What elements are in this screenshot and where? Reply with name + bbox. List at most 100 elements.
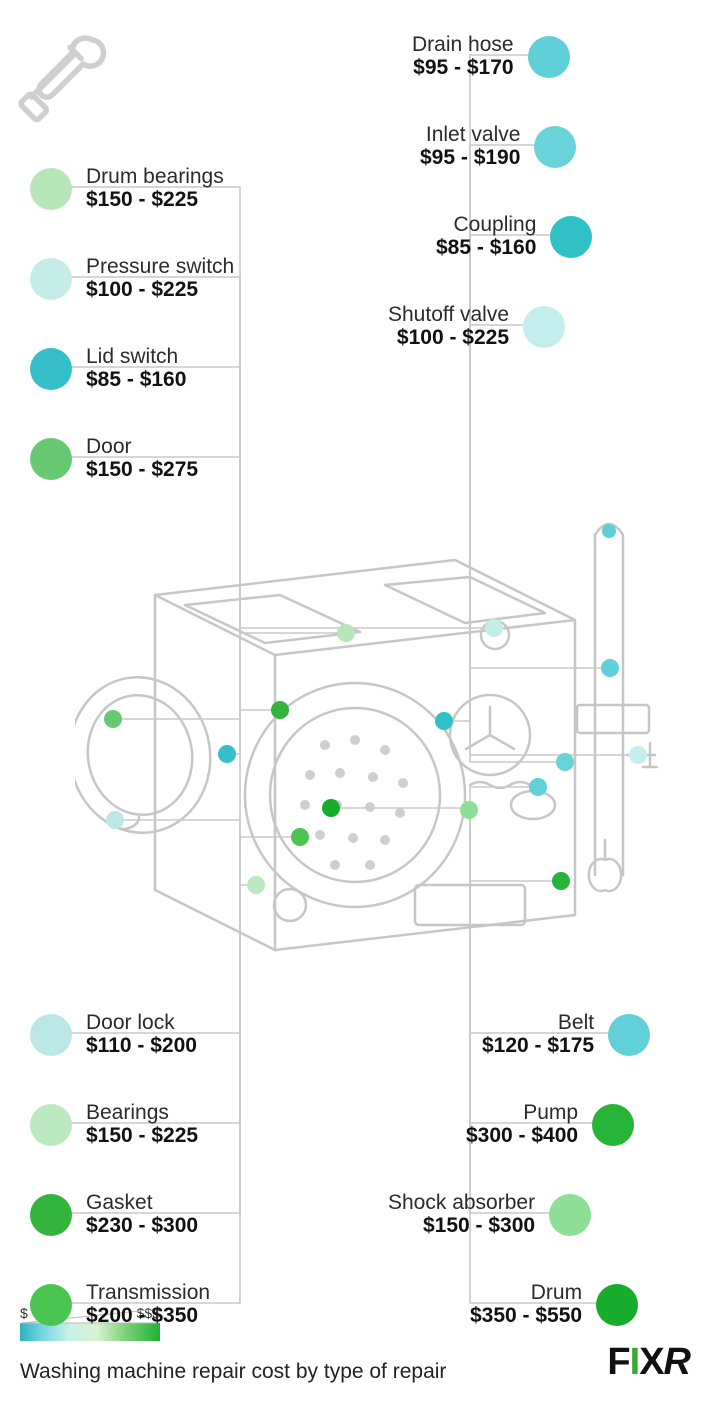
item-text: Belt$120 - $175 bbox=[482, 1012, 594, 1057]
page-title: Washing machine repair cost by type of r… bbox=[20, 1360, 446, 1384]
item-text: Bearings$150 - $225 bbox=[86, 1102, 198, 1147]
item-text: Shutoff valve$100 - $225 bbox=[388, 304, 509, 349]
fixr-logo: FIXR bbox=[607, 1341, 690, 1384]
dot-pump bbox=[592, 1104, 634, 1146]
item-label: Drain hose bbox=[412, 34, 514, 56]
marker-drain-hose bbox=[601, 659, 619, 677]
marker-bearings bbox=[247, 876, 265, 894]
item-bearings: Bearings$150 - $225 bbox=[30, 1102, 198, 1147]
item-text: Gasket$230 - $300 bbox=[86, 1192, 198, 1237]
item-inlet-valve: Inlet valve$95 - $190 bbox=[420, 124, 576, 169]
item-door: Door$150 - $275 bbox=[30, 436, 198, 481]
marker-inlet-valve bbox=[556, 753, 574, 771]
marker-extra-0 bbox=[602, 524, 616, 538]
item-price: $85 - $160 bbox=[86, 369, 186, 391]
item-label: Shock absorber bbox=[388, 1192, 535, 1214]
item-label: Door lock bbox=[86, 1012, 197, 1034]
item-text: Drum$350 - $550 bbox=[470, 1282, 582, 1327]
item-label: Belt bbox=[482, 1012, 594, 1034]
item-text: Pressure switch$100 - $225 bbox=[86, 256, 234, 301]
dot-transmission bbox=[30, 1284, 72, 1326]
dot-lid-switch bbox=[30, 348, 72, 390]
item-text: Coupling$85 - $160 bbox=[436, 214, 536, 259]
dot-gasket bbox=[30, 1194, 72, 1236]
marker-lid-switch bbox=[218, 745, 236, 763]
item-text: Inlet valve$95 - $190 bbox=[420, 124, 520, 169]
marker-door bbox=[104, 710, 122, 728]
marker-pressure-switch bbox=[485, 619, 503, 637]
item-price: $120 - $175 bbox=[482, 1035, 594, 1057]
item-price: $110 - $200 bbox=[86, 1035, 197, 1057]
dot-door-lock bbox=[30, 1014, 72, 1056]
item-price: $150 - $225 bbox=[86, 189, 224, 211]
item-belt: Belt$120 - $175 bbox=[482, 1012, 650, 1057]
item-shutoff-valve: Shutoff valve$100 - $225 bbox=[388, 304, 565, 349]
item-price: $230 - $300 bbox=[86, 1215, 198, 1237]
item-pressure-switch: Pressure switch$100 - $225 bbox=[30, 256, 234, 301]
item-price: $95 - $190 bbox=[420, 147, 520, 169]
washing-machine-illustration bbox=[75, 505, 665, 980]
marker-shock-absorber bbox=[460, 801, 478, 819]
dot-door bbox=[30, 438, 72, 480]
item-drum: Drum$350 - $550 bbox=[470, 1282, 638, 1327]
item-label: Inlet valve bbox=[420, 124, 520, 146]
dot-drum-bearings bbox=[30, 168, 72, 210]
item-label: Pump bbox=[466, 1102, 578, 1124]
item-label: Coupling bbox=[436, 214, 536, 236]
item-label: Lid switch bbox=[86, 346, 186, 368]
dot-bearings bbox=[30, 1104, 72, 1146]
dot-pressure-switch bbox=[30, 258, 72, 300]
marker-coupling bbox=[435, 712, 453, 730]
dot-shutoff-valve bbox=[523, 306, 565, 348]
item-text: Transmission$200 - $350 bbox=[86, 1282, 210, 1327]
item-transmission: Transmission$200 - $350 bbox=[30, 1282, 210, 1327]
item-price: $95 - $170 bbox=[412, 57, 514, 79]
dot-coupling bbox=[550, 216, 592, 258]
dot-shock-absorber bbox=[549, 1194, 591, 1236]
item-gasket: Gasket$230 - $300 bbox=[30, 1192, 198, 1237]
item-price: $150 - $275 bbox=[86, 459, 198, 481]
marker-gasket bbox=[271, 701, 289, 719]
marker-belt bbox=[529, 778, 547, 796]
item-pump: Pump$300 - $400 bbox=[466, 1102, 634, 1147]
item-coupling: Coupling$85 - $160 bbox=[436, 214, 592, 259]
tools-icon bbox=[15, 20, 125, 130]
item-shock-absorber: Shock absorber$150 - $300 bbox=[388, 1192, 591, 1237]
item-text: Door$150 - $275 bbox=[86, 436, 198, 481]
item-text: Door lock$110 - $200 bbox=[86, 1012, 197, 1057]
marker-shutoff-valve bbox=[629, 746, 647, 764]
item-price: $300 - $400 bbox=[466, 1125, 578, 1147]
item-price: $150 - $225 bbox=[86, 1125, 198, 1147]
item-label: Transmission bbox=[86, 1282, 210, 1304]
item-label: Bearings bbox=[86, 1102, 198, 1124]
item-lid-switch: Lid switch$85 - $160 bbox=[30, 346, 186, 391]
item-door-lock: Door lock$110 - $200 bbox=[30, 1012, 197, 1057]
item-label: Drum bbox=[470, 1282, 582, 1304]
item-price: $350 - $550 bbox=[470, 1305, 582, 1327]
marker-pump bbox=[552, 872, 570, 890]
item-price: $85 - $160 bbox=[436, 237, 536, 259]
item-text: Drain hose$95 - $170 bbox=[412, 34, 514, 79]
marker-transmission bbox=[291, 828, 309, 846]
item-price: $200 - $350 bbox=[86, 1305, 210, 1327]
item-text: Lid switch$85 - $160 bbox=[86, 346, 186, 391]
item-label: Pressure switch bbox=[86, 256, 234, 278]
item-label: Drum bearings bbox=[86, 166, 224, 188]
item-drain-hose: Drain hose$95 - $170 bbox=[412, 34, 570, 79]
dot-drum bbox=[596, 1284, 638, 1326]
item-text: Drum bearings$150 - $225 bbox=[86, 166, 224, 211]
dot-belt bbox=[608, 1014, 650, 1056]
item-text: Shock absorber$150 - $300 bbox=[388, 1192, 535, 1237]
item-price: $150 - $300 bbox=[388, 1215, 535, 1237]
item-drum-bearings: Drum bearings$150 - $225 bbox=[30, 166, 224, 211]
item-label: Door bbox=[86, 436, 198, 458]
marker-door-lock bbox=[106, 811, 124, 829]
item-price: $100 - $225 bbox=[86, 279, 234, 301]
marker-drum-bearings bbox=[337, 624, 355, 642]
item-label: Shutoff valve bbox=[388, 304, 509, 326]
item-text: Pump$300 - $400 bbox=[466, 1102, 578, 1147]
marker-drum bbox=[322, 799, 340, 817]
dot-drain-hose bbox=[528, 36, 570, 78]
item-label: Gasket bbox=[86, 1192, 198, 1214]
item-price: $100 - $225 bbox=[388, 327, 509, 349]
